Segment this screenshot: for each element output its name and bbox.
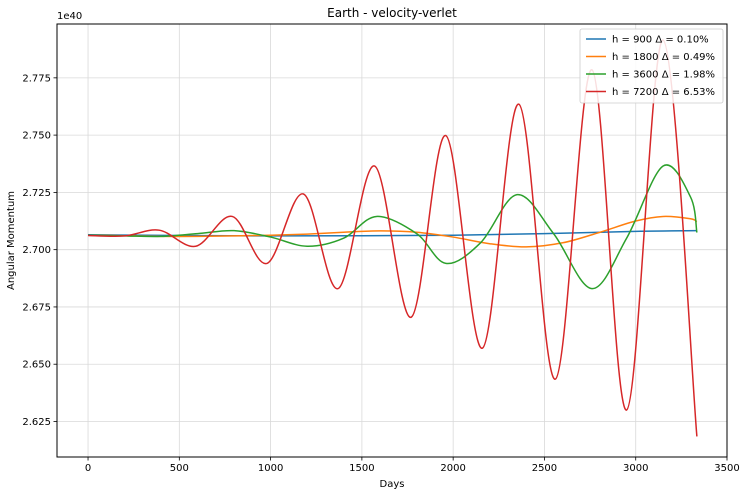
y-tick-label: 2.625 <box>22 417 51 428</box>
x-tick-label: 1000 <box>258 463 283 474</box>
ticks: 0 500 1000 1500 2000 2500 3000 3500 2.625 2.650 2.… <box>22 73 739 474</box>
series-lines <box>88 39 698 437</box>
plot-frame <box>56 23 728 458</box>
series-line-4 <box>88 39 698 437</box>
x-tick-label: 0 <box>85 463 91 474</box>
legend-label: h = 900 Δ = 0.10% <box>612 35 709 46</box>
x-tick-label: 2000 <box>440 463 465 474</box>
legend-label: h = 3600 Δ = 1.98% <box>612 70 715 81</box>
chart-title: Earth - velocity-verlet <box>327 6 457 20</box>
y-tick-label: 2.750 <box>22 131 51 142</box>
y-tick-label: 2.700 <box>22 245 51 256</box>
x-tick-label: 3500 <box>714 463 739 474</box>
legend-box <box>579 28 724 104</box>
x-tick-label: 500 <box>170 463 189 474</box>
x-tick-label: 2500 <box>532 463 557 474</box>
legend-label: h = 1800 Δ = 0.49% <box>612 52 715 63</box>
y-tick-label: 2.675 <box>22 302 51 313</box>
y-tick-label: 2.650 <box>22 360 51 371</box>
series-line-1 <box>88 229 697 237</box>
x-tick-label: 1500 <box>349 463 374 474</box>
series-line-3 <box>88 164 698 290</box>
y-axis-offset-text: 1e40 <box>57 11 82 22</box>
x-axis-label: Days <box>380 479 405 490</box>
x-tick-label: 3000 <box>623 463 648 474</box>
y-axis-label: Angular Momentum <box>6 191 17 290</box>
y-tick-label: 2.775 <box>22 73 51 84</box>
legend: h = 900 Δ = 0.10% h = 1800 Δ = 0.49% h = 3… <box>579 28 724 104</box>
legend-label: h = 7200 Δ = 6.53% <box>612 87 715 98</box>
y-tick-label: 2.725 <box>22 188 51 199</box>
